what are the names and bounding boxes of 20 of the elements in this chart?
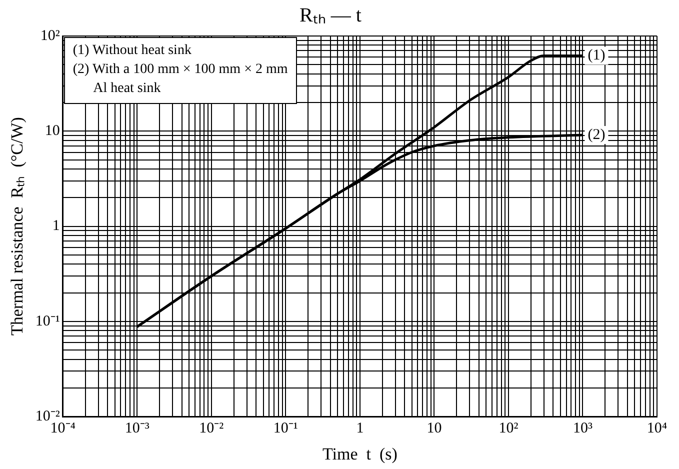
- annotation: (2) With a 100 mm × 100 mm × 2 mm Al heat sink: [72, 62, 288, 96]
- annotation: (1) Without heat sink: [72, 43, 192, 58]
- x-tick-label: 10⁻¹: [273, 420, 298, 437]
- y-tick-label: 1: [52, 218, 60, 234]
- y-tick-label: 10⁻¹: [35, 313, 60, 330]
- x-tick-label: 10³: [572, 420, 593, 437]
- x-tick-label: 10⁴: [646, 420, 668, 437]
- x-axis-title: Time t (s): [322, 444, 398, 464]
- x-tick-label: 10⁻²: [199, 420, 224, 437]
- x-tick-label: 10²: [498, 420, 519, 437]
- annotation: (1): [588, 48, 606, 64]
- y-tick-label: 10: [44, 123, 60, 140]
- y-tick-label: 10²: [40, 28, 60, 44]
- chart-title: Rₜₕ — t: [300, 4, 362, 26]
- x-tick-label: 10⁻³: [124, 420, 150, 437]
- x-tick-label: 10: [426, 420, 442, 437]
- y-axis-title: Thermal resistance Rₜₕ (°C/W): [8, 117, 27, 336]
- annotation: (2): [588, 126, 606, 143]
- x-tick-label: 10⁻⁴: [50, 420, 76, 437]
- x-tick-label: 1: [356, 420, 364, 437]
